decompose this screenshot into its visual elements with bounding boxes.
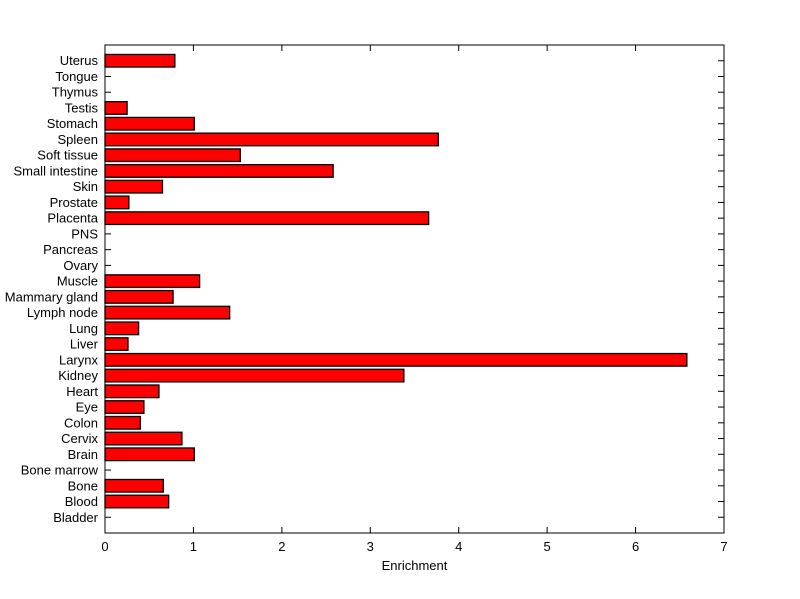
x-tick-label: 1	[190, 539, 197, 554]
bar-mammary-gland	[104, 289, 174, 304]
x-tick-label: 7	[720, 539, 727, 554]
category-label: Uterus	[60, 53, 99, 68]
category-label: Testis	[65, 100, 99, 115]
bar-testis	[104, 101, 128, 115]
category-label: Ovary	[63, 258, 98, 273]
bar-blood	[104, 494, 170, 509]
bar-soft-tissue	[104, 148, 241, 163]
category-label: Mammary gland	[5, 289, 98, 304]
bar-cervix	[104, 431, 183, 446]
bar-spleen	[104, 132, 440, 147]
bar-placenta	[104, 211, 430, 226]
category-label: Cervix	[61, 431, 98, 446]
category-label: Brain	[68, 447, 98, 462]
bar-colon	[104, 415, 142, 430]
bar-liver	[104, 337, 129, 352]
bar-uterus	[104, 53, 176, 68]
bar-skin	[104, 179, 164, 194]
category-label: Bone marrow	[21, 463, 99, 478]
category-label: Tongue	[55, 69, 98, 84]
bar-lung	[104, 321, 140, 336]
bar-small-intestine	[104, 163, 334, 178]
category-label: Kidney	[58, 368, 98, 383]
category-label: Skin	[73, 179, 98, 194]
category-label: Muscle	[57, 274, 98, 289]
category-label: Bone	[68, 478, 98, 493]
category-label: Colon	[64, 415, 98, 430]
category-label: Liver	[70, 337, 99, 352]
x-tick-label: 2	[278, 539, 285, 554]
x-tick-label: 6	[632, 539, 639, 554]
bar-stomach	[104, 116, 195, 131]
category-label: Larynx	[59, 352, 99, 367]
x-axis-label: Enrichment	[382, 558, 448, 573]
category-label: Stomach	[47, 116, 98, 131]
bar-kidney	[104, 368, 405, 383]
x-tick-label: 0	[101, 539, 108, 554]
category-label: Prostate	[50, 195, 98, 210]
bar-eye	[104, 400, 145, 415]
category-label: Soft tissue	[37, 148, 98, 163]
bar-lymph-node	[104, 305, 231, 320]
x-tick-label: 5	[544, 539, 551, 554]
category-label: PNS	[71, 226, 98, 241]
category-label: Pancreas	[43, 242, 98, 257]
bar-brain	[104, 447, 195, 462]
category-label: Eye	[76, 400, 98, 415]
bar-heart	[104, 384, 160, 399]
bar-muscle	[104, 274, 201, 289]
category-label: Heart	[66, 384, 98, 399]
category-label: Placenta	[47, 211, 98, 226]
category-label: Bladder	[53, 510, 98, 525]
bar-prostate	[104, 195, 130, 210]
plot-box	[104, 44, 725, 534]
category-label: Small intestine	[13, 163, 98, 178]
bar-larynx	[104, 352, 688, 367]
category-label: Blood	[65, 494, 98, 509]
category-label: Thymus	[52, 85, 99, 100]
x-tick-label: 3	[367, 539, 374, 554]
bar-bone	[104, 478, 165, 493]
x-tick-label: 4	[455, 539, 462, 554]
category-label: Spleen	[58, 132, 98, 147]
category-label: Lung	[69, 321, 98, 336]
category-label: Lymph node	[27, 305, 98, 320]
